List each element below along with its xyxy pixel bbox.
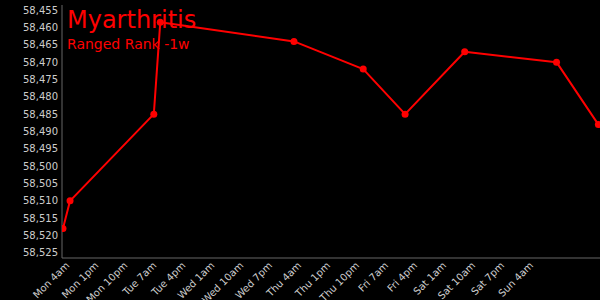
y-tick-label: 58,465	[23, 39, 58, 50]
point	[62, 225, 66, 232]
x-axis	[62, 258, 600, 259]
y-tick-label: 58,470	[23, 57, 58, 68]
x-tick-label: Thu 10pm	[317, 260, 361, 300]
x-tick-label: Mon 10pm	[84, 260, 129, 300]
y-tick-label: 58,525	[23, 247, 58, 258]
y-tick-label: 58,515	[23, 213, 58, 224]
y-tick-label: 58,480	[23, 91, 58, 102]
title: Myarthritis	[67, 6, 196, 34]
y-tick-label: 58,460	[23, 22, 58, 33]
y-tick-label: 58,475	[23, 74, 58, 85]
point	[402, 111, 409, 118]
point	[67, 197, 74, 204]
y-tick-label: 58,520	[23, 230, 58, 241]
point	[290, 38, 297, 45]
line	[63, 22, 598, 228]
x-tick-label: Sat 10am	[436, 260, 478, 300]
background	[0, 0, 600, 300]
y-tick-label: 58,485	[23, 109, 58, 120]
chart: 58,455 58,460 58,465 58,470 58,475 58,480 58,4…	[0, 0, 600, 300]
x-tick-label: Sun 4am	[496, 260, 535, 299]
y-tick-label: 58,490	[23, 126, 58, 137]
plot-area	[62, 19, 600, 232]
point	[595, 121, 600, 128]
y-tick-label: 58,455	[23, 5, 58, 16]
point	[553, 59, 560, 66]
x-tick-label: Fri 7am	[356, 260, 390, 294]
point	[360, 66, 367, 73]
y-axis	[62, 5, 63, 258]
y-tick-label: 58,500	[23, 161, 58, 172]
subtitle: Ranged Rank -1w	[67, 36, 190, 52]
y-tick-label: 58,505	[23, 178, 58, 189]
y-tick-label: 58,510	[23, 195, 58, 206]
point	[461, 48, 468, 55]
y-tick-label: 58,495	[23, 143, 58, 154]
point	[150, 111, 157, 118]
